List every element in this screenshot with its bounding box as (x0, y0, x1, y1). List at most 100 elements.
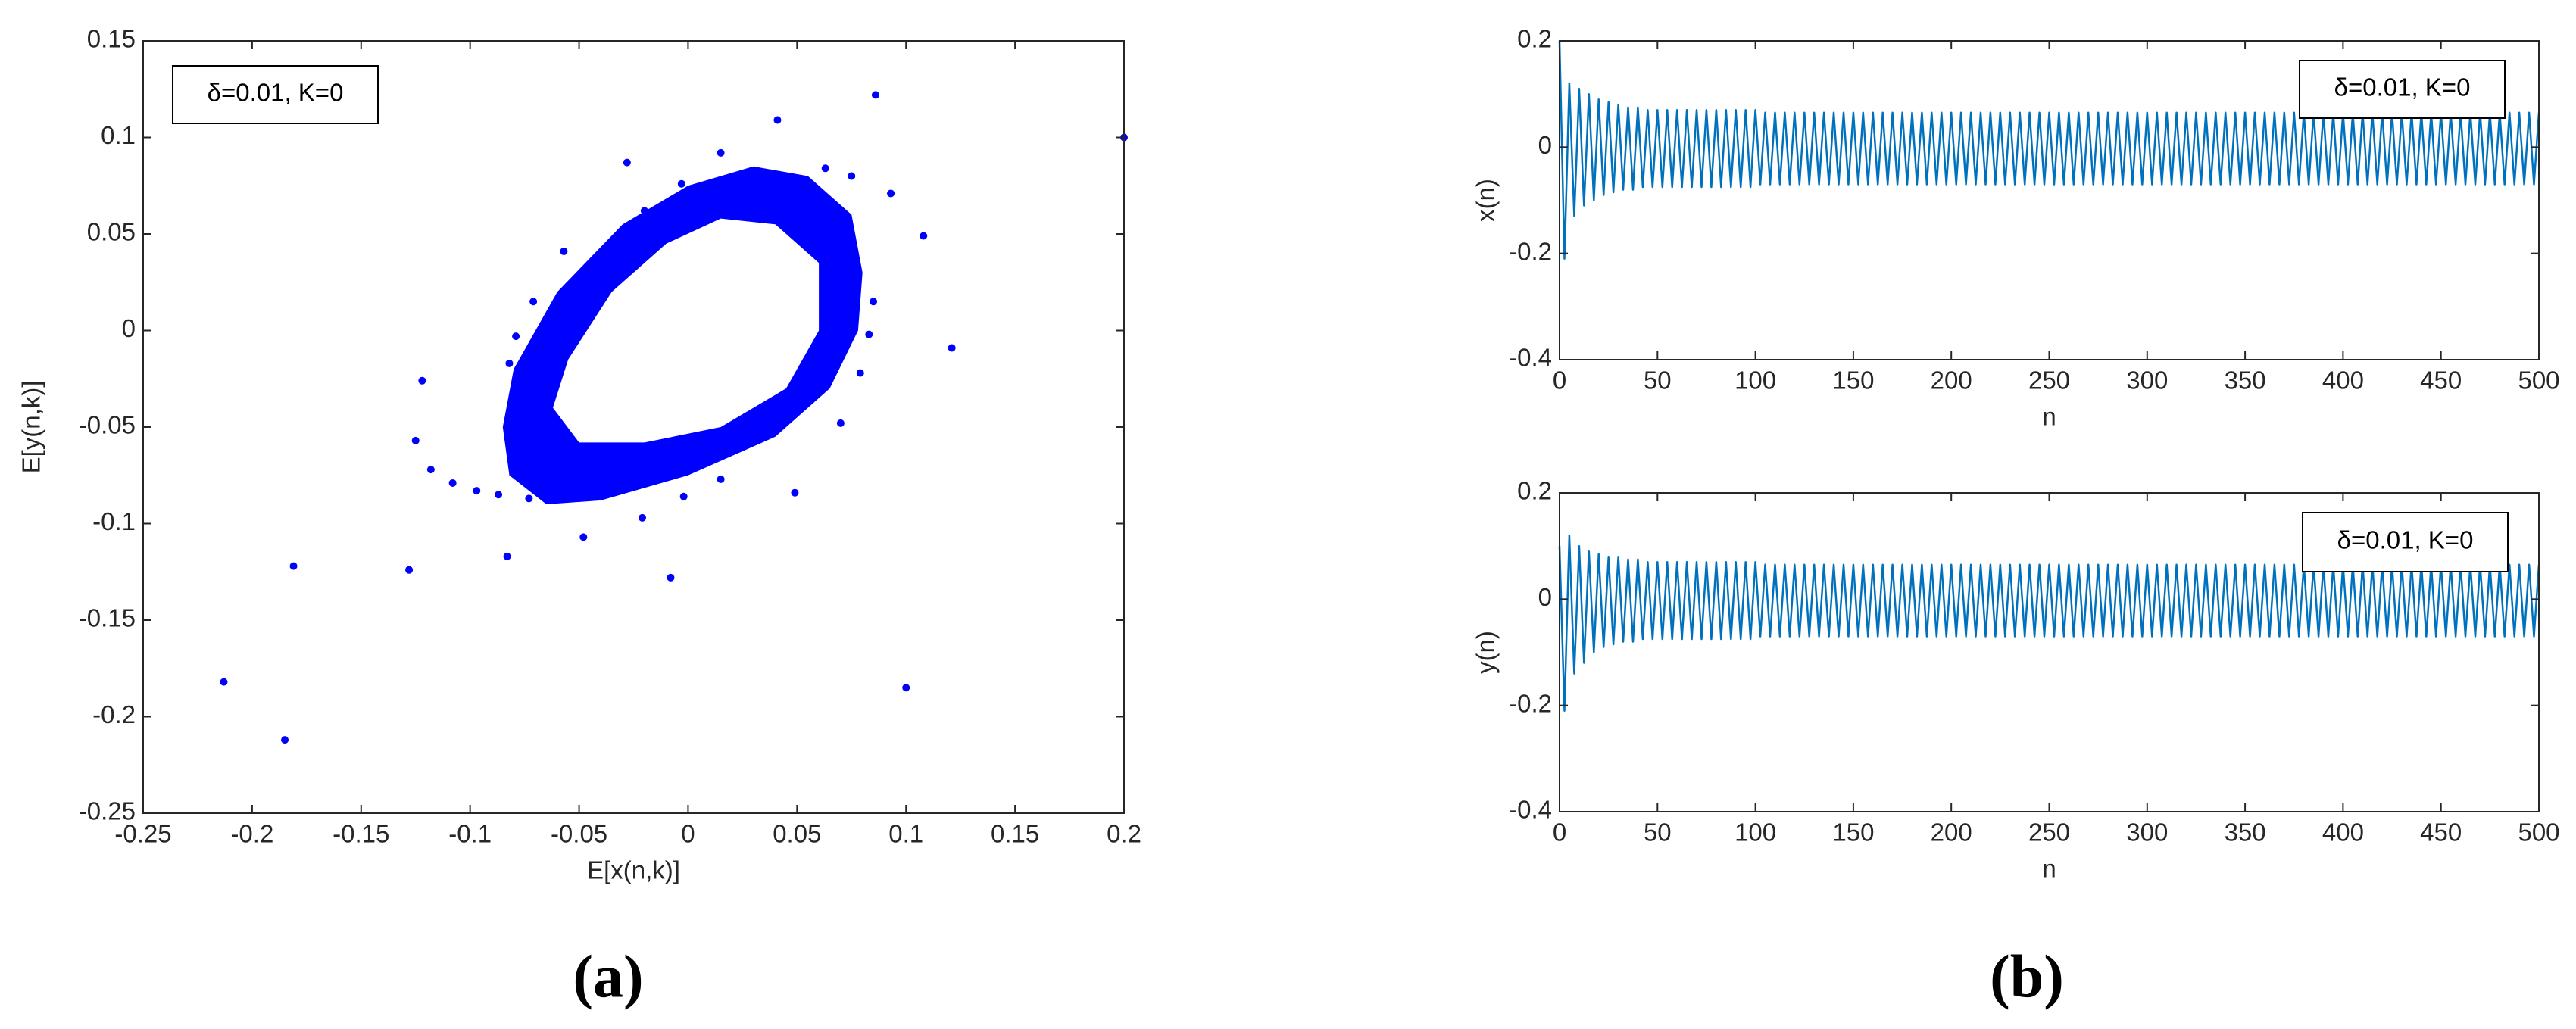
scatter-point (220, 678, 228, 686)
y-tick-label: 0 (122, 314, 136, 342)
x-tick-label: 150 (1832, 819, 1874, 847)
plot-area (143, 41, 1124, 813)
y-tick-label: -0.1 (92, 507, 136, 535)
x-tick-label: 0.1 (888, 820, 923, 848)
line (1558, 534, 2540, 712)
scatter-point (679, 492, 688, 500)
y-tick-label: 0.05 (87, 218, 136, 246)
scatter-point (505, 359, 514, 367)
x-tick-label: 400 (2322, 819, 2364, 847)
x-tick-label: -0.25 (114, 820, 171, 848)
annotation: δ=0.01, K=0 (2334, 73, 2471, 101)
scatter-point (503, 552, 511, 560)
x-tick-label: 500 (2518, 366, 2559, 394)
scatter-point (289, 562, 298, 570)
scatter-point (623, 158, 631, 167)
x-tick-label: -0.15 (333, 820, 389, 848)
x-tick-label: 200 (1931, 366, 1972, 394)
scatter-point (411, 436, 420, 444)
scatter-point (667, 573, 675, 582)
panel-label: (b) (1990, 943, 2064, 1010)
x-tick-label: 350 (2225, 819, 2266, 847)
y-tick-label: -0.05 (79, 411, 136, 439)
x-tick-label: 0 (1553, 819, 1566, 847)
scatter-point (717, 475, 725, 483)
scatter-point (948, 344, 956, 352)
scatter-point (640, 207, 648, 215)
x-tick-label: 250 (2028, 366, 2070, 394)
scatter-point (677, 179, 685, 188)
x-tick-label: 100 (1735, 366, 1776, 394)
x-tick-label: -0.2 (230, 820, 273, 848)
y-axis-label: E[y(n,k)] (17, 381, 45, 474)
y-tick-label: 0.15 (87, 25, 136, 53)
x-tick-label: -0.05 (551, 820, 607, 848)
panel-label: (a) (573, 943, 643, 1010)
scatter-point (473, 487, 481, 495)
y-axis-label: x(n) (1472, 179, 1500, 222)
x-tick-label: 150 (1832, 366, 1874, 394)
x-tick-label: 450 (2420, 819, 2462, 847)
x-tick-label: 350 (2225, 366, 2266, 394)
y-tick-label: -0.2 (92, 700, 136, 728)
scatter-point (426, 466, 435, 474)
y-tick-label: 0.2 (1517, 25, 1552, 53)
line (1558, 40, 2540, 260)
x-tick-label: 250 (2028, 819, 2070, 847)
annotation-box (2302, 512, 2509, 572)
scatter-point (887, 189, 895, 198)
scatter-point (418, 376, 426, 385)
x-tick-label: 500 (2518, 819, 2559, 847)
y-tick-label: 0 (1538, 131, 1552, 159)
scatter-point (836, 419, 845, 427)
plot-marks (1558, 40, 2540, 260)
scatter-point (717, 148, 725, 157)
scatter-point (448, 479, 457, 487)
x-axis-label: n (2042, 855, 2056, 883)
plot-marks (1558, 534, 2540, 712)
annotation: δ=0.01, K=0 (2337, 526, 2474, 554)
x-tick-label: 450 (2420, 366, 2462, 394)
x-tick-label: 0 (681, 820, 695, 848)
scatter-point (902, 684, 910, 692)
plot-marks (220, 91, 1128, 744)
y-tick-label: -0.2 (1509, 689, 1552, 717)
scatter-point (920, 232, 928, 240)
scatter-point (281, 736, 289, 744)
x-tick-label: -0.1 (448, 820, 492, 848)
y-tick-label: 0.2 (1517, 477, 1552, 505)
x-tick-label: 0.05 (773, 820, 821, 848)
scatter-point (525, 494, 533, 503)
scatter-point (821, 164, 829, 173)
scatter-point (495, 491, 503, 499)
scatter-point (870, 298, 878, 306)
y-tick-label: 0.1 (101, 121, 136, 149)
y-tick-label: -0.25 (79, 797, 136, 825)
x-axis-label: E[x(n,k)] (587, 856, 680, 884)
y-axis-label: y(n) (1472, 631, 1500, 674)
annotation-box (2299, 60, 2506, 119)
scatter-point (848, 172, 856, 180)
annotation-box (172, 65, 379, 124)
y-tick-label: -0.15 (79, 604, 136, 632)
x-tick-label: 0.2 (1107, 820, 1141, 848)
scatter-point (512, 332, 520, 341)
scatter-point (579, 533, 588, 541)
y-tick-label: -0.2 (1509, 237, 1552, 265)
scatter-point (791, 488, 799, 497)
scatter-point (865, 330, 873, 338)
scatter-point (529, 298, 538, 306)
x-tick-label: 0.15 (991, 820, 1039, 848)
x-tick-label: 100 (1735, 819, 1776, 847)
x-tick-label: 200 (1931, 819, 1972, 847)
x-tick-label: 400 (2322, 366, 2364, 394)
y-tick-label: 0 (1538, 583, 1552, 611)
x-tick-label: 50 (1644, 366, 1672, 394)
x-tick-label: 300 (2126, 366, 2168, 394)
scatter-point (560, 247, 568, 255)
y-tick-label: -0.4 (1509, 796, 1552, 824)
scatter-point (639, 513, 647, 522)
scatter-point (856, 369, 864, 377)
x-axis-label: n (2042, 403, 2056, 431)
